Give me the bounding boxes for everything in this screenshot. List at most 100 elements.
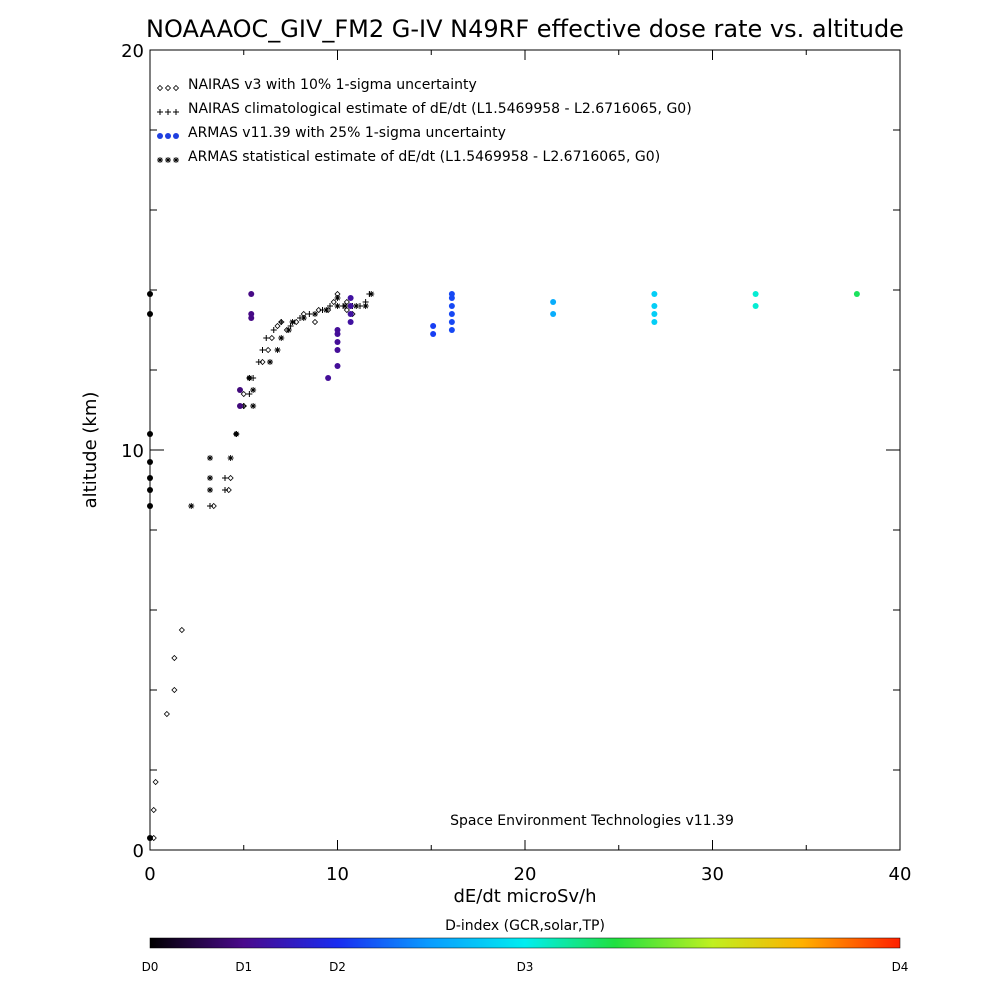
armas-point bbox=[334, 347, 341, 353]
x-axis-label: dE/dt microSv/h bbox=[453, 886, 596, 907]
colorbar-label: D0 bbox=[142, 960, 159, 974]
y-tick-label: 0 bbox=[133, 841, 144, 862]
diamond-point bbox=[225, 486, 232, 494]
diamond-point bbox=[311, 318, 319, 326]
y-axis-label: altitude (km) bbox=[80, 392, 101, 509]
legend-label: ARMAS statistical estimate of dE/dt (L1.… bbox=[188, 149, 660, 165]
diamond-point bbox=[343, 306, 350, 314]
star-point bbox=[207, 455, 213, 461]
star-point bbox=[188, 503, 195, 509]
plot-frame bbox=[149, 49, 901, 851]
star-point bbox=[334, 303, 341, 309]
diamond-point bbox=[171, 654, 178, 662]
plus-point bbox=[270, 327, 277, 333]
legend-marker bbox=[165, 109, 171, 115]
diamond-point bbox=[152, 778, 159, 786]
armas-point bbox=[448, 319, 455, 325]
star-point bbox=[207, 475, 213, 481]
star-point bbox=[274, 347, 281, 353]
diamond-point bbox=[259, 358, 266, 366]
legend: NAIRAS v3 with 10% 1-sigma uncertainty NA… bbox=[156, 77, 692, 165]
colorbar-labels: D0 D1 D2 D3 D4 bbox=[142, 960, 909, 974]
legend-label: NAIRAS v3 with 10% 1-sigma uncertainty bbox=[188, 77, 477, 93]
plus-point bbox=[259, 347, 266, 353]
diamond-point bbox=[210, 502, 217, 510]
armas-point bbox=[752, 291, 759, 297]
armas-point bbox=[651, 319, 658, 325]
armas-point bbox=[448, 327, 455, 333]
armas-point bbox=[248, 291, 255, 297]
legend-marker bbox=[173, 133, 179, 139]
legend-marker bbox=[165, 157, 171, 163]
armas-point bbox=[248, 311, 255, 317]
star-point bbox=[250, 403, 257, 409]
star-point bbox=[312, 311, 318, 317]
armas-point bbox=[430, 323, 437, 329]
star-point bbox=[227, 455, 234, 461]
armas-point bbox=[347, 303, 354, 309]
x-tick-label: 0 bbox=[144, 864, 155, 885]
armas-point bbox=[147, 475, 153, 481]
armas-point bbox=[237, 387, 243, 393]
armas-point bbox=[347, 311, 354, 317]
diamond-point bbox=[274, 322, 281, 330]
star-point bbox=[207, 487, 213, 493]
armas-point bbox=[147, 311, 153, 317]
armas-point bbox=[651, 303, 658, 309]
chart-title: NOAAAOC_GIV_FM2 G-IV N49RF effective dos… bbox=[146, 15, 904, 43]
armas-point bbox=[334, 363, 341, 369]
legend-marker bbox=[165, 133, 171, 139]
star-point bbox=[342, 303, 348, 309]
plus-point bbox=[263, 335, 270, 341]
plus-point bbox=[222, 487, 228, 493]
legend-marker bbox=[173, 109, 179, 115]
plus-point bbox=[278, 319, 285, 325]
star-point bbox=[278, 335, 285, 341]
armas-point bbox=[448, 291, 455, 297]
armas-point bbox=[147, 487, 153, 493]
armas-point bbox=[448, 311, 455, 317]
star-point bbox=[289, 319, 296, 325]
legend-marker bbox=[157, 133, 163, 139]
armas-point bbox=[550, 311, 557, 317]
star-point bbox=[323, 307, 330, 313]
plus-point bbox=[327, 303, 333, 309]
diamond-point bbox=[163, 710, 170, 718]
colorbar-label: D4 bbox=[892, 960, 909, 974]
legend-marker bbox=[164, 84, 172, 92]
legend-marker bbox=[157, 157, 163, 163]
plus-point bbox=[255, 359, 262, 365]
x-tick-label: 10 bbox=[326, 864, 349, 885]
diamond-point bbox=[150, 806, 157, 814]
y-tick-label: 20 bbox=[121, 41, 144, 62]
armas-point bbox=[651, 291, 658, 297]
colorbar-label: D3 bbox=[517, 960, 534, 974]
diamond-point bbox=[293, 318, 300, 326]
legend-marker bbox=[172, 84, 180, 92]
legend-marker bbox=[156, 84, 164, 92]
x-tick-label: 40 bbox=[889, 864, 912, 885]
armas-point bbox=[550, 299, 557, 305]
star-point bbox=[368, 291, 375, 297]
colorbar-label: D2 bbox=[329, 960, 346, 974]
plus-point bbox=[207, 503, 213, 509]
armas-point bbox=[853, 291, 860, 297]
armas-point bbox=[334, 339, 341, 345]
diamond-point bbox=[240, 390, 247, 398]
diamond-point bbox=[171, 686, 178, 694]
armas-point bbox=[147, 835, 153, 841]
star-point bbox=[362, 303, 369, 309]
plus-point bbox=[222, 475, 228, 481]
star-point bbox=[246, 375, 253, 381]
diamond-point bbox=[330, 298, 337, 306]
star-point bbox=[300, 315, 307, 321]
diamond-point bbox=[178, 626, 185, 634]
axis-tick-labels: 0 10 20 30 40 0 10 20 bbox=[121, 41, 911, 885]
y-tick-label: 10 bbox=[121, 441, 144, 462]
star-point bbox=[250, 387, 257, 393]
colorbar bbox=[149, 937, 901, 949]
legend-marker bbox=[157, 109, 163, 115]
diamond-point bbox=[268, 334, 275, 342]
armas-point bbox=[325, 375, 332, 381]
armas-point bbox=[334, 327, 341, 333]
